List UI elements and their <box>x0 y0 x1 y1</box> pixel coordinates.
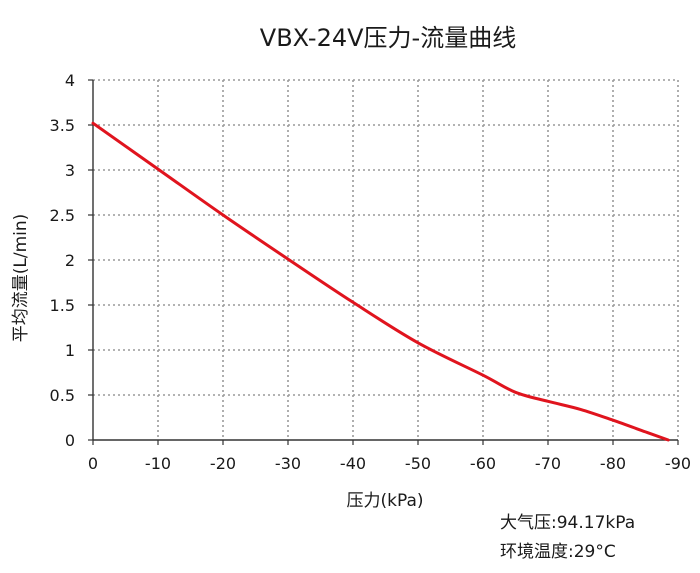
y-tick-label: 2 <box>65 251 75 270</box>
ambient-temperature-note: 环境温度:29°C <box>500 542 616 562</box>
y-tick-label: 4 <box>65 71 75 90</box>
y-tick-label: 3 <box>65 161 75 180</box>
x-tick-label: -90 <box>665 454 691 473</box>
tick-labels: 0 -10 -20 -30 -40 -50 -60 -70 -80 -90 0 0.5 1 1.5 2 2.5… <box>50 71 692 473</box>
y-tick-label: 2.5 <box>50 206 75 225</box>
plot-axes <box>88 79 679 445</box>
y-tick-label: 0 <box>65 431 75 450</box>
x-tick-label: -10 <box>145 454 171 473</box>
data-series <box>91 121 670 442</box>
y-tick-label: 1.5 <box>50 296 75 315</box>
flow-curve-line <box>91 121 670 442</box>
atmospheric-pressure-note: 大气压:94.17kPa <box>500 513 635 533</box>
x-tick-label: -60 <box>470 454 496 473</box>
x-tick-label: -30 <box>275 454 301 473</box>
x-axis-title: 压力(kPa) <box>346 491 423 511</box>
x-tick-label: 0 <box>88 454 98 473</box>
grid-lines <box>93 79 678 440</box>
x-tick-label: -80 <box>600 454 626 473</box>
x-tick-label: -20 <box>210 454 236 473</box>
y-tick-label: 1 <box>65 341 75 360</box>
x-tick-label: -40 <box>340 454 366 473</box>
y-tick-label: 3.5 <box>50 116 75 135</box>
x-tick-label: -70 <box>535 454 561 473</box>
x-tick-label: -50 <box>405 454 431 473</box>
y-tick-label: 0.5 <box>50 386 75 405</box>
chart-title: VBX-24V压力-流量曲线 <box>260 24 516 52</box>
y-axis-title: 平均流量(L/min) <box>11 214 31 343</box>
